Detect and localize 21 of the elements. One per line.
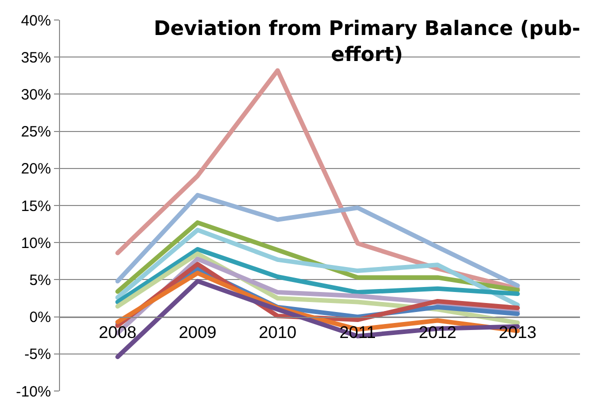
line-series <box>115 220 520 294</box>
y-tick-label: 5% <box>29 272 51 289</box>
y-tick-label: 35% <box>20 49 51 66</box>
line-series <box>115 228 520 308</box>
y-tick-label: 20% <box>20 160 51 178</box>
line-series <box>115 247 520 304</box>
line-series <box>115 192 520 288</box>
y-tick-label: 25% <box>20 124 51 141</box>
x-tick-label: 2013 <box>498 323 537 342</box>
x-tick-label: 2009 <box>178 323 217 342</box>
line-series <box>115 68 520 291</box>
y-tick-label: 0% <box>29 309 51 326</box>
y-tick-label: -5% <box>24 346 51 364</box>
text: Deviation from Primary Balance (pub-effort) <box>154 16 580 66</box>
y-tick-label: 10% <box>20 234 51 252</box>
x-tick-label: 2010 <box>258 323 297 342</box>
y-tick-label: 40% <box>20 12 51 30</box>
x-tick-label: 2008 <box>98 323 137 342</box>
y-tick-label: 30% <box>20 86 51 104</box>
y-tick-label: 15% <box>20 198 51 215</box>
y-tick-label: -10% <box>16 383 51 400</box>
